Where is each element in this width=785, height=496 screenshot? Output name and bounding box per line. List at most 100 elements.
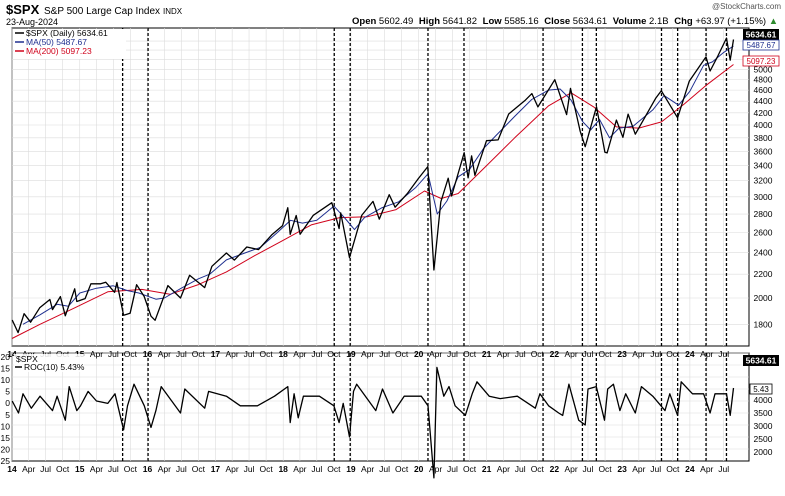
roc-x-tick-label-39: Oct — [666, 464, 680, 474]
x-tick-label-0: 14 — [7, 349, 17, 359]
x-tick-label-11: Oct — [192, 349, 206, 359]
x-tick-label-7: Oct — [124, 349, 138, 359]
roc-x-tick-label-16: 18 — [278, 464, 288, 474]
x-tick-label-32: 22 — [550, 349, 560, 359]
x-tick-label-23: Oct — [395, 349, 409, 359]
x-tick-label-34: Jul — [583, 349, 594, 359]
x-tick-label-27: Oct — [463, 349, 477, 359]
roc-y-tick-right-0: 4000 — [754, 395, 773, 405]
chart-watermark: @StockCharts.com — [712, 2, 781, 11]
roc-legend-value: ROC(10) 5.43% — [24, 362, 85, 372]
roc-y-tick-left-3: 5 — [5, 387, 10, 397]
roc-x-tick-label-4: 15 — [75, 464, 85, 474]
x-tick-label-20: 19 — [346, 349, 356, 359]
y-tick-label-10: 3800 — [754, 133, 773, 143]
x-tick-label-9: Apr — [158, 349, 171, 359]
roc-x-tick-label-21: Apr — [361, 464, 374, 474]
last-label-ma50: 5487.67 — [747, 41, 776, 50]
roc-y-tick-right-4: 2000 — [754, 447, 773, 457]
roc-x-tick-label-14: Jul — [244, 464, 255, 474]
roc-x-tick-label-36: 23 — [617, 464, 627, 474]
x-tick-label-6: Jul — [108, 349, 119, 359]
roc-y-tick-left-6: 10 — [1, 421, 11, 431]
price-y-axis: 1800 2000 2200 2400 2600 2800 3000 3200 3400 3600… — [754, 64, 773, 329]
x-tick-label-5: Apr — [90, 349, 103, 359]
x-tick-label-36: 23 — [617, 349, 627, 359]
ma50-line — [22, 45, 734, 325]
roc-lines — [11, 366, 735, 479]
last-label-price: 5634.61 — [746, 30, 777, 40]
x-tick-label-26: Jul — [447, 349, 458, 359]
x-tick-label-33: Apr — [564, 349, 577, 359]
price-line — [11, 37, 735, 334]
roc-x-tick-label-12: 17 — [211, 464, 221, 474]
y-tick-label-3: 2400 — [754, 247, 773, 257]
price-x-axis: 14AprJulOct15AprJulOct16AprJulOct17AprJu… — [7, 349, 729, 359]
x-tick-label-18: Jul — [311, 349, 322, 359]
chart-exchange: INDX — [163, 7, 183, 16]
x-tick-label-24: 20 — [414, 349, 424, 359]
roc-x-tick-label-3: Oct — [56, 464, 70, 474]
roc-x-tick-label-19: Oct — [327, 464, 341, 474]
roc-y-tick-left-7: 15 — [1, 433, 11, 443]
x-tick-label-29: Apr — [497, 349, 510, 359]
x-tick-label-21: Apr — [361, 349, 374, 359]
x-tick-label-10: Jul — [176, 349, 187, 359]
roc-x-tick-label-30: Jul — [515, 464, 526, 474]
y-tick-label-14: 4600 — [754, 85, 773, 95]
x-tick-label-42: Jul — [718, 349, 729, 359]
roc-x-tick-label-42: Jul — [718, 464, 729, 474]
roc-last-price: 5634.61 — [746, 356, 777, 366]
y-tick-label-8: 3400 — [754, 161, 773, 171]
roc-x-tick-label-24: 20 — [414, 464, 424, 474]
y-tick-label-15: 4800 — [754, 74, 773, 84]
last-label-ma200: 5097.23 — [747, 57, 776, 66]
roc-y-tick-left-5: 5 — [5, 410, 10, 420]
x-tick-label-41: Apr — [700, 349, 713, 359]
roc-legend-title: $SPX — [16, 354, 38, 364]
roc-y-tick-right-3: 2500 — [754, 434, 773, 444]
x-tick-label-40: 24 — [685, 349, 695, 359]
x-tick-label-13: Apr — [226, 349, 239, 359]
roc-line — [11, 366, 735, 479]
roc-x-tick-label-1: Apr — [22, 464, 35, 474]
roc-x-tick-label-8: 16 — [143, 464, 153, 474]
roc-x-tick-label-13: Apr — [226, 464, 239, 474]
roc-legend: $SPX ROC(10) 5.43% — [14, 354, 85, 372]
roc-x-tick-label-40: 24 — [685, 464, 695, 474]
x-tick-label-14: Jul — [244, 349, 255, 359]
y-tick-label-7: 3200 — [754, 176, 773, 186]
x-tick-label-28: 21 — [482, 349, 492, 359]
roc-x-tick-label-20: 19 — [346, 464, 356, 474]
roc-x-tick-label-26: Jul — [447, 464, 458, 474]
roc-x-tick-label-11: Oct — [192, 464, 206, 474]
roc-y-tick-left-0: 20 — [1, 352, 11, 362]
price-legend: $SPX (Daily) 5634.61 MA(50) 5487.67 MA(2… — [14, 28, 126, 59]
x-tick-label-17: Apr — [293, 349, 306, 359]
roc-x-tick-label-31: Oct — [531, 464, 545, 474]
y-tick-label-5: 2800 — [754, 209, 773, 219]
x-tick-label-38: Jul — [650, 349, 661, 359]
y-tick-label-16: 5000 — [754, 64, 773, 74]
roc-x-tick-label-41: Apr — [700, 464, 713, 474]
roc-x-tick-label-5: Apr — [90, 464, 103, 474]
grid-lines — [11, 28, 749, 461]
chart-date: 23-Aug-2024 — [6, 17, 58, 27]
x-tick-label-8: 16 — [143, 349, 153, 359]
x-tick-label-30: Jul — [515, 349, 526, 359]
roc-y-tick-left-9: 25 — [1, 456, 11, 466]
roc-x-tick-label-38: Jul — [650, 464, 661, 474]
roc-x-tick-label-28: 21 — [482, 464, 492, 474]
x-tick-label-25: Apr — [429, 349, 442, 359]
y-tick-label-9: 3600 — [754, 146, 773, 156]
roc-x-axis: 14 Apr Jul Oct 15 Apr Jul Oct 16 Apr Jul Oct 17 Apr Ju… — [7, 464, 729, 474]
roc-y-tick-left-4: 0 — [5, 398, 10, 408]
roc-x-tick-label-15: Oct — [260, 464, 274, 474]
roc-x-tick-label-22: Jul — [379, 464, 390, 474]
roc-x-tick-label-10: Jul — [176, 464, 187, 474]
x-tick-label-19: Oct — [327, 349, 341, 359]
roc-x-tick-label-27: Oct — [463, 464, 477, 474]
roc-x-tick-label-34: Jul — [583, 464, 594, 474]
x-tick-label-15: Oct — [260, 349, 274, 359]
